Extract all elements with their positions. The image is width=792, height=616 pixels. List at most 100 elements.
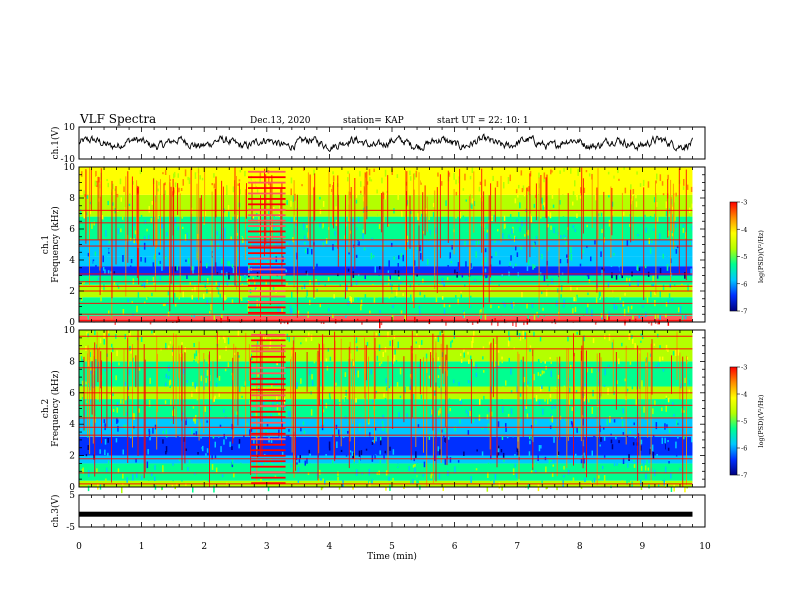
ch2-spec-texture <box>99 449 101 454</box>
ch2-spec-texture <box>451 426 453 431</box>
ch2-spec-texture <box>329 409 331 413</box>
ch1-spec-texture <box>594 240 596 245</box>
ch1-spec-narrowband-line <box>79 245 693 247</box>
ch2-spec-texture <box>124 394 127 401</box>
ch1-spec-texture <box>352 218 354 225</box>
ch1-spec-texture <box>368 235 370 239</box>
ch1-spec-texture <box>642 305 644 308</box>
ch1-spec-texture <box>268 209 270 215</box>
ch2-spec-sferic <box>235 346 237 412</box>
ch1-spec-texture <box>445 319 447 326</box>
ch2-spec-texture <box>302 394 305 400</box>
ch2-spec-texture <box>574 370 577 374</box>
ch2-spec-texture <box>328 441 331 449</box>
ch1-spec-texture <box>249 242 252 249</box>
ch2-spec-texture <box>350 484 352 488</box>
ch1-spec-texture <box>93 261 95 265</box>
ch2-spec-texture <box>583 412 585 416</box>
ch1-spec-texture <box>690 184 693 188</box>
ch1-spec-texture <box>511 304 514 309</box>
ch1-spec-texture <box>681 314 684 322</box>
ch2-spec-texture <box>211 453 213 460</box>
ch2-spec-sferic <box>198 341 200 441</box>
ch2-spec-texture <box>79 464 81 471</box>
ch1-ylabel: ch.1(V) <box>50 127 61 160</box>
ch2-spec-texture <box>165 451 167 455</box>
ch2-spec-texture <box>320 478 322 481</box>
ch2-spec-texture <box>378 344 381 352</box>
ch2-spec-sferic <box>143 344 145 479</box>
ch1-spec-texture <box>325 170 327 177</box>
ch2-spec-texture <box>493 480 495 485</box>
ch1-spec-texture <box>419 310 421 315</box>
ch1-spec-texture <box>296 303 298 307</box>
ch2-spec-texture <box>691 444 694 452</box>
ch2-spec-texture <box>523 405 526 411</box>
ch1-spec-texture <box>565 241 568 247</box>
ch1-spec-texture <box>209 311 211 314</box>
ch1-spec-texture <box>131 251 134 256</box>
ch2-spec-texture <box>181 477 183 482</box>
ch2-spec-texture <box>327 348 330 353</box>
ch1-spec-texture <box>395 289 398 296</box>
ch2-spec-texture <box>620 447 622 452</box>
ch2-spec-texture <box>123 343 126 350</box>
ch1-spec-texture <box>621 274 623 279</box>
ch2-spec-texture <box>322 418 324 425</box>
ch1-spec-texture <box>96 176 98 180</box>
ch1-spec-texture <box>82 231 84 238</box>
ch1-spec-texture <box>362 229 364 234</box>
ch1-spec-sferic <box>125 176 127 297</box>
ch1-spec-texture <box>595 316 597 323</box>
ch2-spec-texture <box>172 440 174 446</box>
ch2-spec-texture <box>392 477 394 483</box>
ch2-spec-texture <box>613 462 616 466</box>
ch2-spec-texture <box>136 472 138 478</box>
ch1-spec-sferic <box>406 191 407 321</box>
ch1-spec-texture <box>529 170 532 177</box>
ch2-spec-sferic <box>490 342 492 457</box>
ch1-spec-texture <box>570 246 572 254</box>
ch2-spec-texture <box>175 483 178 486</box>
ch2-spec-texture <box>127 386 129 390</box>
ch1-spec-texture <box>332 313 334 318</box>
ch1-spec-sferic <box>313 188 315 298</box>
ch1-spec-texture <box>362 178 365 182</box>
ch2-spec-sferic <box>435 341 437 383</box>
ch2-colorbar-label: log(PSD)(V²/Hz) <box>757 394 765 447</box>
ch1-spec-texture <box>285 269 287 273</box>
ch2-spec-texture <box>563 385 566 390</box>
ch1-spec-texture <box>473 317 476 322</box>
ch2-spec-texture <box>148 400 151 407</box>
ch1-spec-burst-line <box>248 301 286 303</box>
ch2-spec-texture <box>311 374 313 380</box>
ch1-spec-texture <box>565 236 567 239</box>
ch2-spec-texture <box>665 405 667 412</box>
ch2-spec-texture <box>234 352 236 355</box>
ch2-spec-texture <box>221 474 224 478</box>
ch1-spec-sferic <box>655 193 657 294</box>
ch2-spec-texture <box>427 465 430 469</box>
ch1-spec-texture <box>232 210 234 215</box>
ch1-spec-texture <box>291 291 293 299</box>
ch1-spec-texture <box>182 226 184 229</box>
ch1-spec-texture <box>489 287 491 292</box>
ch1-spec-texture <box>455 179 457 185</box>
ch1-spec-texture <box>568 222 570 226</box>
ch2-spec-texture <box>497 421 500 428</box>
ch2-spec-texture <box>530 470 533 473</box>
ch2-spec-texture <box>439 408 441 414</box>
ch1-spec-texture <box>543 313 546 318</box>
ch2-spec-texture <box>130 349 132 354</box>
ch2-spec-texture <box>419 430 422 435</box>
ch1-spec-texture <box>484 268 487 275</box>
ch2-spec-texture <box>647 342 649 348</box>
ch1-spec-texture <box>399 277 401 285</box>
ch2-spec-texture <box>212 435 215 439</box>
ch1-spec-sferic <box>567 193 569 284</box>
ch2-spec-texture <box>243 435 245 439</box>
ch2-spec-texture <box>115 375 117 381</box>
ch1-spec-texture <box>236 232 238 236</box>
ch1-spec-texture <box>679 229 681 233</box>
